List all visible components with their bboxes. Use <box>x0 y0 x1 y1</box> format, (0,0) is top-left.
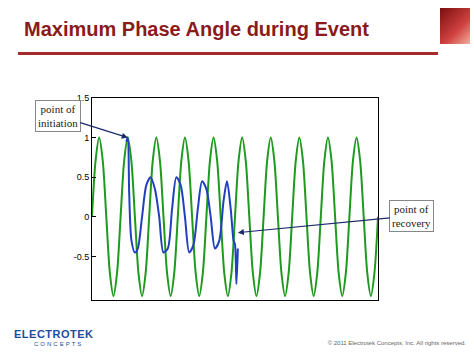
svg-text:0: 0 <box>84 212 89 222</box>
html-text:ELECTROTEK: ELECTROTEK <box>14 328 94 340</box>
html-text:Maximum Phase Angle during Eve: Maximum Phase Angle during Event <box>24 18 369 40</box>
svg-text:point ofrecovery: point ofrecovery <box>392 203 431 229</box>
svg-text:0.5: 0.5 <box>77 172 90 182</box>
svg-text:1.5: 1.5 <box>77 93 90 103</box>
svg-text:1: 1 <box>84 133 89 143</box>
html-text:© 2011 Electrotek Concepts, In: © 2011 Electrotek Concepts, Inc. All rig… <box>327 340 466 346</box>
html-text:CONCEPTS: CONCEPTS <box>34 341 84 347</box>
svg-text:point ofinitiation: point ofinitiation <box>38 103 78 129</box>
svg-text:-0.5: -0.5 <box>74 252 90 262</box>
